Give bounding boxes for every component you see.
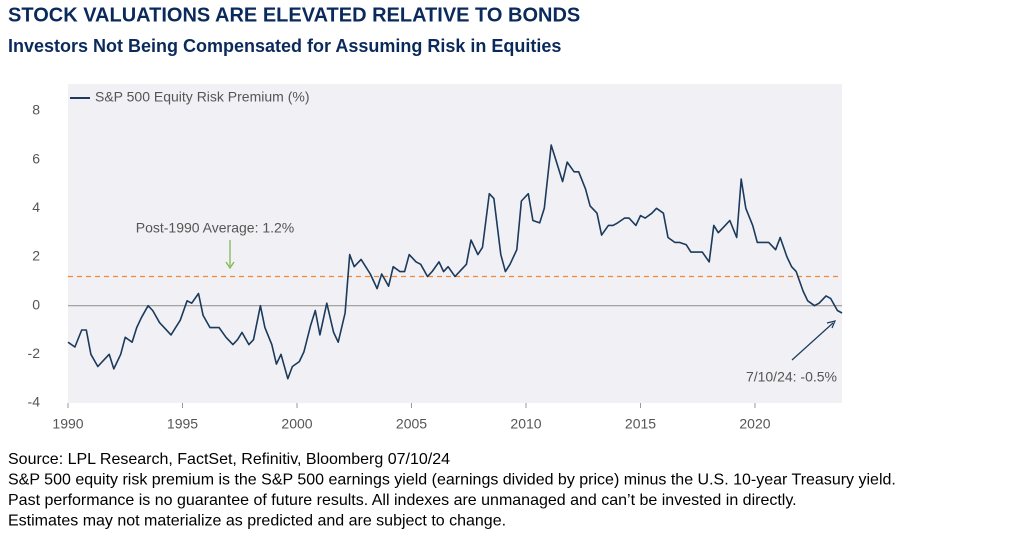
annotation-arrow bbox=[791, 322, 834, 361]
footnote: S&P 500 equity risk premium is the S&P 5… bbox=[8, 472, 896, 489]
footnote: Past performance is no guarantee of futu… bbox=[8, 492, 797, 509]
y-tick-label: -4 bbox=[28, 394, 41, 410]
x-tick-label: 1995 bbox=[167, 416, 198, 432]
y-tick-label: 4 bbox=[32, 199, 40, 215]
legend-label: S&P 500 Equity Risk Premium (%) bbox=[95, 89, 309, 105]
y-tick-label: 2 bbox=[32, 248, 40, 264]
x-tick-label: 2010 bbox=[510, 416, 541, 432]
average-label: Post-1990 Average: 1.2% bbox=[136, 220, 295, 236]
footnote: Source: LPL Research, FactSet, Refinitiv… bbox=[8, 451, 450, 468]
plot-background bbox=[68, 84, 842, 403]
chart-title: STOCK VALUATIONS ARE ELEVATED RELATIVE T… bbox=[8, 4, 580, 26]
annotation-arrowhead bbox=[225, 261, 235, 270]
x-tick-label: 2005 bbox=[396, 416, 427, 432]
x-tick-label: 1990 bbox=[52, 416, 83, 432]
x-tick-label: 2020 bbox=[739, 416, 770, 432]
x-tick-label: 2015 bbox=[625, 416, 656, 432]
data-line bbox=[67, 144, 843, 380]
y-tick-label: -2 bbox=[28, 345, 41, 361]
footnote: Estimates may not materialize as predict… bbox=[8, 513, 506, 530]
x-tick-label: 2000 bbox=[281, 416, 312, 432]
annotation-arrowhead bbox=[826, 320, 837, 329]
y-tick-label: 8 bbox=[32, 102, 40, 118]
chart-subtitle: Investors Not Being Compensated for Assu… bbox=[8, 36, 561, 56]
y-tick-label: 6 bbox=[32, 150, 40, 166]
last-value-label: 7/10/24: -0.5% bbox=[746, 369, 837, 385]
y-tick-label: 0 bbox=[32, 296, 40, 312]
